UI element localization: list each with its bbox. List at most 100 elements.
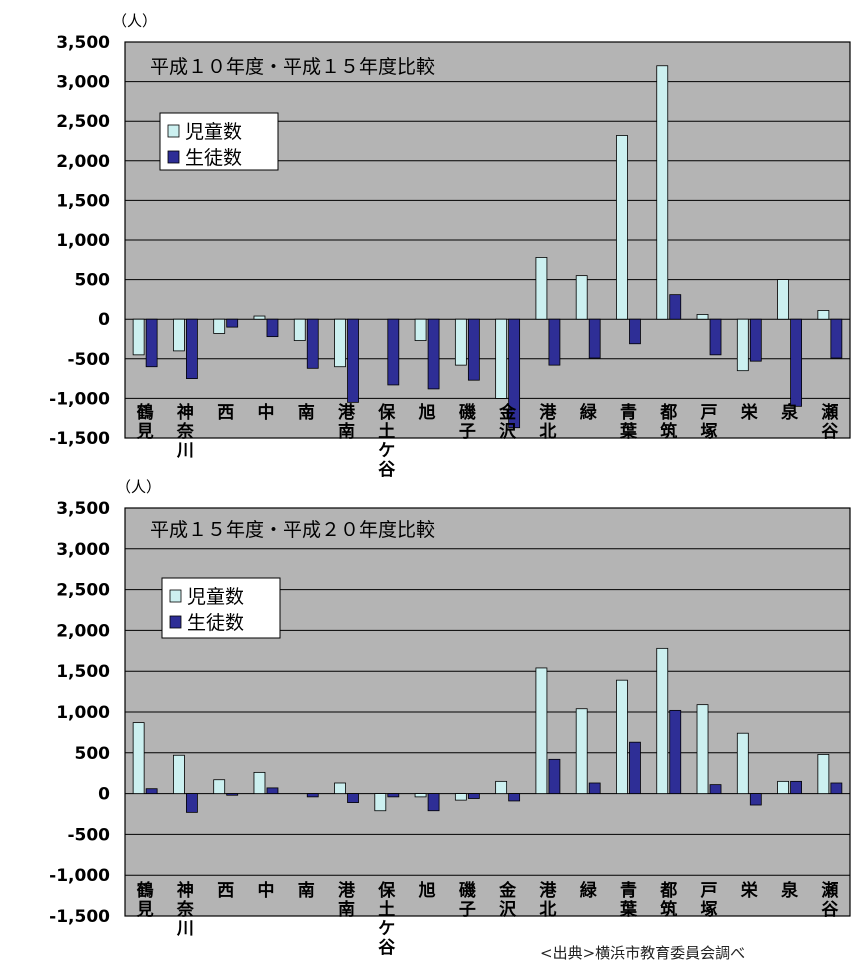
bar-seito bbox=[226, 793, 239, 796]
x-tick-label: 中 bbox=[257, 402, 274, 423]
bar-jido bbox=[535, 257, 548, 320]
x-tick-label: 緑 bbox=[580, 402, 598, 423]
y-tick-label: 3,000 bbox=[56, 540, 110, 560]
legend-label: 児童数 bbox=[185, 121, 242, 143]
y-tick-label: 0 bbox=[98, 310, 110, 330]
bar-jido bbox=[495, 318, 508, 399]
x-tick-label: 緑 bbox=[580, 880, 598, 901]
x-tick-label: 鶴見 bbox=[136, 402, 154, 442]
bar-jido bbox=[213, 318, 226, 334]
bar-seito bbox=[347, 793, 359, 803]
bar-jido bbox=[293, 318, 306, 341]
legend-label: 児童数 bbox=[187, 586, 244, 608]
x-tick-label: 瀬谷 bbox=[821, 403, 839, 442]
bar-jido bbox=[736, 732, 749, 795]
bar-seito bbox=[749, 318, 762, 362]
bar-seito bbox=[387, 318, 400, 386]
x-tick-label: 南 bbox=[298, 880, 315, 901]
bar-jido bbox=[696, 314, 709, 320]
bar-seito bbox=[830, 782, 843, 795]
x-tick-label: 西 bbox=[217, 403, 234, 423]
legend-label: 生徒数 bbox=[187, 612, 244, 634]
bar-seito bbox=[508, 793, 521, 802]
y-tick-label: 2,000 bbox=[56, 621, 110, 641]
x-tick-label: 南 bbox=[298, 402, 315, 423]
bar-jido bbox=[253, 315, 266, 320]
bar-jido bbox=[616, 135, 628, 320]
bar-seito bbox=[749, 793, 762, 806]
bar-seito bbox=[145, 318, 158, 368]
x-tick-label: 神奈川 bbox=[176, 880, 195, 939]
y-tick-label: -500 bbox=[67, 825, 110, 845]
y-tick-label: -1,000 bbox=[49, 389, 110, 409]
x-tick-label: 神奈川 bbox=[176, 402, 195, 461]
y-unit-label: （人） bbox=[112, 12, 157, 30]
bar-seito bbox=[629, 318, 641, 345]
y-tick-label: 0 bbox=[98, 785, 110, 805]
x-tick-label: 瀬谷 bbox=[821, 881, 839, 920]
legend-swatch bbox=[169, 615, 182, 629]
bar-seito bbox=[387, 793, 400, 798]
y-tick-label: 1,500 bbox=[56, 662, 110, 682]
bar-seito bbox=[548, 758, 561, 795]
x-tick-label: 港北 bbox=[539, 880, 557, 920]
bar-jido bbox=[777, 279, 789, 320]
y-tick-label: 500 bbox=[75, 744, 111, 764]
bar-seito bbox=[427, 318, 440, 390]
bar-seito bbox=[709, 784, 722, 795]
x-tick-label: 旭 bbox=[418, 880, 436, 901]
y-tick-label: 3,000 bbox=[56, 73, 110, 93]
bar-jido bbox=[454, 318, 467, 366]
bar-seito bbox=[548, 318, 561, 366]
bar-seito bbox=[226, 318, 239, 328]
chart-title: 平成１５年度・平成２０年度比較 bbox=[150, 519, 435, 541]
bar-jido bbox=[132, 722, 145, 794]
bar-jido bbox=[817, 310, 830, 320]
bar-seito bbox=[830, 318, 843, 359]
y-tick-label: 500 bbox=[75, 271, 111, 291]
x-tick-label: 戸塚 bbox=[701, 881, 718, 920]
source-note: <出典>横浜市教育委員会調べ bbox=[540, 944, 746, 962]
x-tick-label: 西 bbox=[217, 881, 234, 901]
bar-seito bbox=[588, 782, 601, 795]
legend-swatch bbox=[167, 150, 180, 164]
x-tick-label: 金沢 bbox=[498, 402, 517, 442]
bar-jido bbox=[817, 754, 830, 795]
x-tick-label: 磯子 bbox=[459, 402, 476, 442]
bar-seito bbox=[790, 318, 802, 407]
y-tick-label: -1,500 bbox=[49, 429, 110, 449]
bar-jido bbox=[173, 754, 185, 794]
x-tick-label: 港南 bbox=[338, 402, 356, 442]
bar-jido bbox=[736, 318, 749, 372]
y-tick-label: 2,500 bbox=[56, 112, 110, 132]
bar-jido bbox=[696, 704, 709, 795]
x-tick-label: 金沢 bbox=[498, 880, 517, 920]
bar-jido bbox=[213, 779, 226, 795]
bar-seito bbox=[467, 793, 480, 799]
bar-jido bbox=[414, 318, 427, 341]
x-tick-label: 港北 bbox=[539, 402, 557, 442]
bar-jido bbox=[173, 318, 185, 352]
bar-jido bbox=[616, 679, 628, 795]
bar-seito bbox=[186, 793, 198, 813]
x-tick-label: 栄 bbox=[740, 402, 759, 423]
chart-title: 平成１０年度・平成１５年度比較 bbox=[150, 56, 435, 78]
y-tick-label: -1,000 bbox=[49, 866, 110, 886]
x-tick-label: 都筑 bbox=[659, 402, 677, 442]
y-tick-label: 1,000 bbox=[56, 231, 110, 251]
y-tick-label: 2,500 bbox=[56, 581, 110, 601]
bar-jido bbox=[575, 708, 588, 795]
bar-seito bbox=[709, 318, 722, 356]
y-tick-label: 3,500 bbox=[56, 499, 110, 519]
bar-jido bbox=[495, 780, 508, 794]
bar-seito bbox=[306, 793, 319, 798]
bar-seito bbox=[347, 318, 359, 403]
bar-seito bbox=[508, 318, 521, 429]
y-tick-label: 1,000 bbox=[56, 703, 110, 723]
bar-seito bbox=[427, 793, 440, 812]
bar-jido bbox=[334, 318, 346, 368]
x-tick-label: 泉 bbox=[780, 402, 799, 423]
bar-jido bbox=[414, 793, 427, 798]
bar-seito bbox=[588, 318, 601, 359]
